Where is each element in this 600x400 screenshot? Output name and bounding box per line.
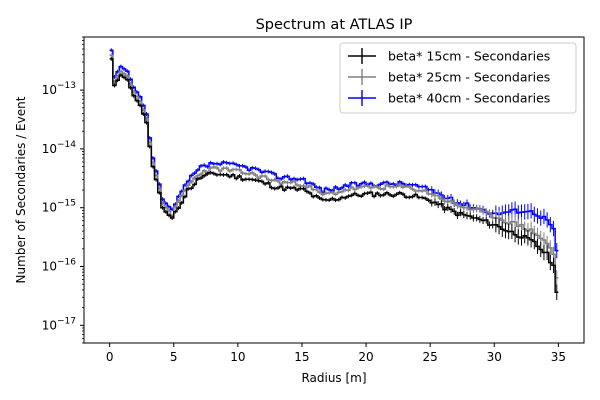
x-tick-label: 15 [294, 350, 309, 364]
x-tick-label: 20 [358, 350, 373, 364]
y-axis-label: Number of Secondaries / Event [14, 96, 28, 283]
y-tick-label: 10−14 [42, 140, 77, 156]
legend-entry-label: beta* 40cm - Secondaries [388, 91, 550, 106]
chart-title: Spectrum at ATLAS IP [256, 17, 413, 33]
y-tick-label: 10−17 [42, 316, 76, 332]
x-axis: 0 5 10 15 20 25 30 35 [106, 343, 566, 364]
y-axis: 10−17 10−16 10−15 10−14 10−13 [42, 36, 84, 344]
legend-box [339, 42, 577, 114]
x-tick-label: 35 [551, 350, 566, 364]
x-axis-label: Radius [m] [301, 371, 366, 385]
x-tick-label: 30 [487, 350, 502, 364]
legend-entry-label: beta* 25cm - Secondaries [388, 70, 550, 85]
x-tick-label: 5 [170, 350, 178, 364]
y-tick-label: 10−16 [42, 258, 77, 274]
y-tick-label: 10−13 [42, 81, 76, 97]
x-tick-label: 0 [106, 350, 114, 364]
legend-entry-label: beta* 15cm - Secondaries [388, 49, 550, 64]
series-0 [109, 56, 559, 300]
x-tick-label: 10 [230, 350, 245, 364]
x-tick-label: 25 [423, 350, 438, 364]
legend: beta* 15cm - Secondaries beta* 25cm - Sec… [339, 42, 577, 114]
series-layer [109, 48, 559, 300]
y-tick-label: 10−15 [42, 199, 76, 215]
series-line [109, 58, 559, 293]
